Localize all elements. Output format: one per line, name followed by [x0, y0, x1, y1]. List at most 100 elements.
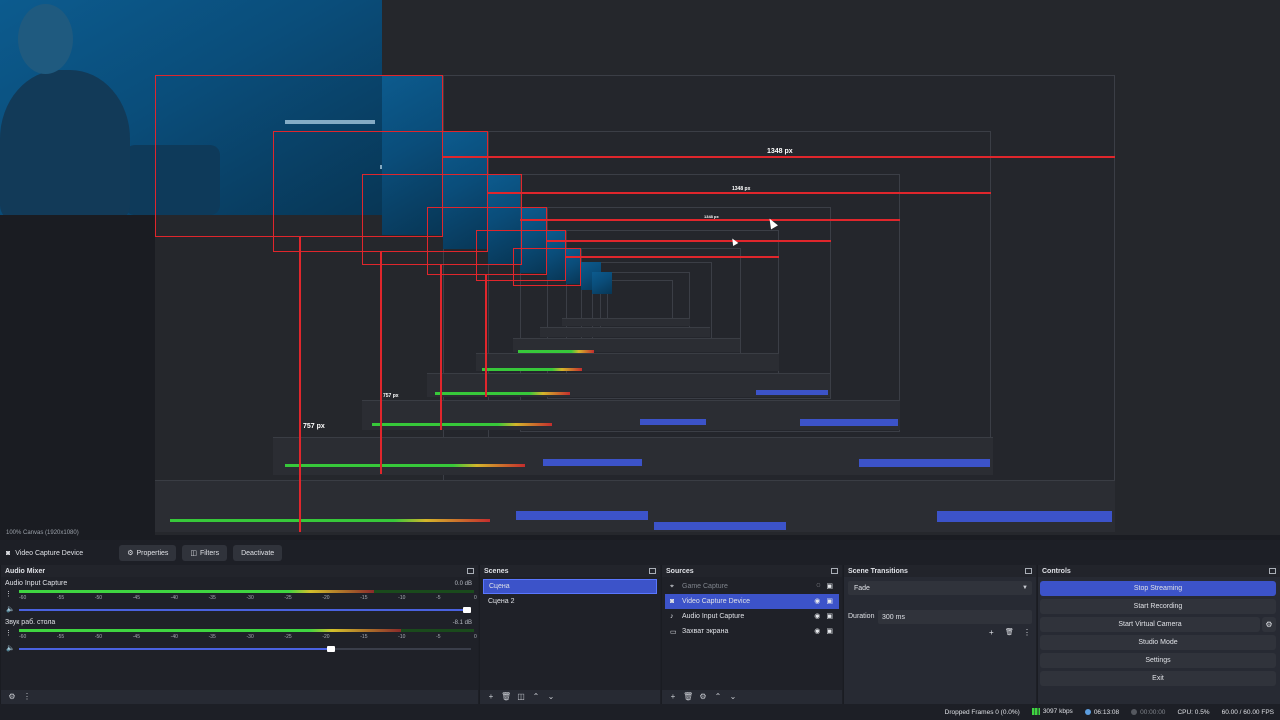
- start-recording-button[interactable]: Start Recording: [1040, 599, 1276, 614]
- deactivate-button[interactable]: Deactivate: [233, 545, 283, 561]
- add-icon[interactable]: +: [670, 692, 676, 701]
- source-item[interactable]: ⌖ Game Capture ◌ ▣: [665, 579, 839, 594]
- guide-vertical-1: [299, 237, 301, 532]
- source-item[interactable]: ♪ Audio Input Capture ◉ ▣: [665, 609, 839, 624]
- audio-mixer-footer: ⚙ ⋮: [1, 690, 478, 704]
- settings-button[interactable]: Settings: [1040, 653, 1276, 668]
- advanced-audio-gear-icon[interactable]: ⚙: [8, 692, 16, 701]
- program-preview[interactable]: 1348 px 1348 px 1348 px 757 px 757 px 10…: [0, 0, 1280, 540]
- selection-bounding-box[interactable]: [155, 75, 443, 237]
- eye-hidden-icon[interactable]: ◌: [816, 582, 821, 589]
- undock-icon[interactable]: [467, 568, 474, 574]
- lock-icon[interactable]: ▣: [826, 628, 833, 635]
- meter-tick-label: -10: [398, 595, 406, 601]
- mixer-channel-menu[interactable]: ⋮: [5, 591, 12, 598]
- speaker-icon[interactable]: 🔈: [6, 645, 15, 652]
- virtual-camera-settings-button[interactable]: ⚙: [1262, 617, 1276, 632]
- studio-mode-label: Studio Mode: [1138, 639, 1178, 646]
- filters-button[interactable]: ◫ Filters: [182, 545, 228, 561]
- meter-ticks: -60 -55 -50 -45 -40 -35 -30 -25 -20 -15 -10 -5 0: [19, 595, 477, 601]
- source-item[interactable]: ▭ Захват экрана ◉ ▣: [665, 624, 839, 639]
- lock-icon[interactable]: ▣: [826, 598, 833, 605]
- volume-meter-level: [19, 590, 374, 593]
- nested-stop-streaming: [937, 511, 1112, 522]
- scene-item[interactable]: Сцена: [483, 579, 657, 594]
- record-time: 00:00:00: [1131, 709, 1165, 716]
- camera-icon: ◙: [6, 549, 11, 557]
- meter-tick-label: -55: [56, 634, 65, 640]
- move-up-icon[interactable]: ⌃: [532, 692, 540, 701]
- meter-tick-label: -60: [19, 634, 27, 640]
- meter-ticks: -60 -55 -50 -45 -40 -35 -30 -25 -20 -15 -10 -5 0: [19, 634, 477, 640]
- volume-slider-knob[interactable]: [463, 607, 471, 613]
- nested-meter-4: [435, 392, 570, 395]
- add-icon[interactable]: +: [488, 692, 494, 701]
- sources-title: Sources: [666, 567, 694, 575]
- volume-slider[interactable]: [19, 646, 471, 652]
- studio-mode-button[interactable]: Studio Mode: [1040, 635, 1276, 650]
- gear-icon[interactable]: ⚙: [699, 692, 707, 701]
- nested-bounding-box-5: [513, 248, 581, 286]
- gamepad-icon: ⌖: [670, 582, 674, 590]
- eye-icon[interactable]: ◉: [814, 628, 821, 635]
- eye-icon[interactable]: ◉: [814, 613, 821, 620]
- canvas-info: 100% Canvas (1920x1080): [6, 530, 79, 536]
- mixer-menu-icon[interactable]: ⋮: [23, 692, 31, 701]
- undock-icon[interactable]: [1269, 568, 1276, 574]
- add-icon[interactable]: +: [989, 628, 994, 637]
- mixer-channel-menu[interactable]: ⋮: [5, 630, 12, 637]
- transition-select[interactable]: Fade ▼: [848, 581, 1032, 595]
- filter-icon[interactable]: ◫: [517, 692, 525, 701]
- stop-streaming-button[interactable]: Stop Streaming: [1040, 581, 1276, 596]
- volume-slider-knob[interactable]: [327, 646, 336, 652]
- lock-icon[interactable]: ▣: [826, 613, 833, 620]
- meter-tick-label: -60: [19, 595, 27, 601]
- move-down-icon[interactable]: ⌄: [729, 692, 737, 701]
- nested-stop-streaming-4: [756, 390, 828, 395]
- duration-input[interactable]: 300 ms: [878, 610, 1032, 624]
- scenes-list: Сцена Сцена 2: [480, 577, 660, 690]
- nested-stop-streaming-3: [800, 419, 898, 426]
- camera-icon: ◙: [670, 598, 675, 605]
- lock-icon[interactable]: ▣: [826, 583, 833, 590]
- scene-item[interactable]: Сцена 2: [483, 594, 657, 609]
- move-up-icon[interactable]: ⌃: [714, 692, 722, 701]
- scenes-footer: + 🗑 ◫ ⌃ ⌄: [480, 690, 660, 704]
- meter-tick-label: -45: [132, 634, 140, 640]
- guide-horizontal-5: [566, 256, 779, 258]
- meter-tick-label: -15: [360, 634, 368, 640]
- nested-dock-8: [562, 318, 690, 326]
- guide-horizontal-2: [488, 192, 991, 194]
- source-item-label: Захват экрана: [682, 628, 729, 635]
- source-item-label: Video Capture Device: [682, 598, 750, 605]
- meter-tick-label: -45: [132, 595, 140, 601]
- sources-header: Sources: [662, 565, 842, 577]
- meter-tick-label: -50: [94, 634, 103, 640]
- menu-dots-icon[interactable]: ⋮: [1023, 628, 1031, 637]
- trash-icon[interactable]: 🗑: [1005, 629, 1014, 636]
- eye-icon[interactable]: ◉: [814, 598, 821, 605]
- start-virtual-camera-button[interactable]: Start Virtual Camera: [1040, 617, 1260, 632]
- trash-icon[interactable]: 🗑: [501, 692, 512, 701]
- nested-meter-6: [518, 350, 594, 353]
- audio-mixer-title: Audio Mixer: [5, 567, 46, 575]
- move-down-icon[interactable]: ⌄: [547, 692, 555, 701]
- trash-icon[interactable]: 🗑: [683, 692, 694, 701]
- undock-icon[interactable]: [1025, 568, 1032, 574]
- volume-slider[interactable]: [19, 607, 471, 613]
- meter-tick-label: -55: [56, 595, 65, 601]
- filter-icon: ◫: [190, 550, 198, 557]
- undock-icon[interactable]: [831, 568, 838, 574]
- audio-mixer-dock: Audio Mixer Audio Input Capture 0.0 dB ⋮…: [0, 565, 478, 704]
- guide-vertical-4: [485, 275, 487, 397]
- guide-horizontal-1: [443, 156, 1115, 158]
- properties-button[interactable]: ⚙ Properties: [119, 545, 177, 561]
- measure-label-height-2: 757 px: [383, 393, 399, 399]
- speaker-icon[interactable]: 🔈: [6, 606, 15, 613]
- exit-button[interactable]: Exit: [1040, 671, 1276, 686]
- webcam-feed-nested-1: [382, 75, 443, 235]
- nested-source-selected-3: [640, 419, 706, 425]
- undock-icon[interactable]: [649, 568, 656, 574]
- source-item[interactable]: ◙ Video Capture Device ◉ ▣: [665, 594, 839, 609]
- meter-tick-label: -5: [436, 595, 441, 601]
